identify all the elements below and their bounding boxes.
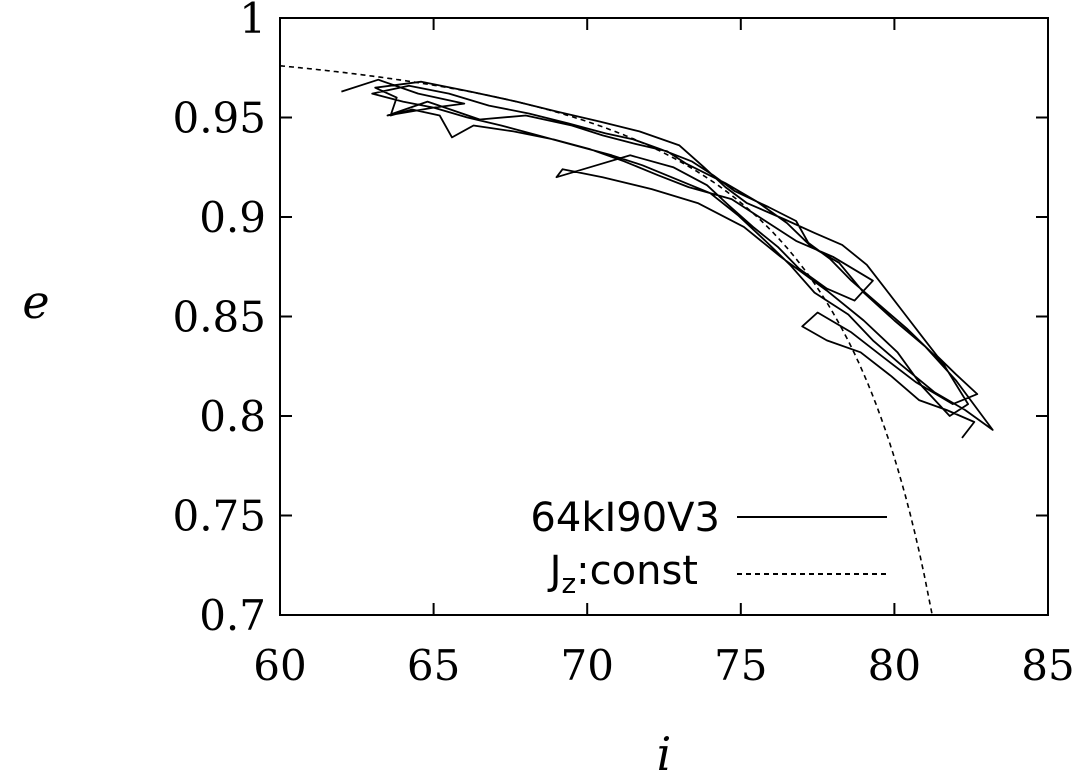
x-tick-label: 85 <box>1021 641 1074 690</box>
y-tick-label: 0.85 <box>172 293 266 342</box>
x-tick-label: 60 <box>253 641 306 690</box>
series-layer <box>280 65 994 615</box>
legend-label-jz-main: J <box>547 548 562 594</box>
x-tick-label: 80 <box>868 641 921 690</box>
series-jz-const-line <box>280 65 933 615</box>
y-axis-label: e <box>22 275 49 329</box>
legend-label-jz-sub: z <box>561 567 576 600</box>
y-tick-label: 0.7 <box>199 591 266 640</box>
legend: 64kI90V3 Jz:const <box>530 495 887 600</box>
x-axis-label: i <box>657 727 672 781</box>
y-tick-label: 0.95 <box>172 94 266 143</box>
x-tick-label: 75 <box>714 641 767 690</box>
series-64kI90V3-line <box>341 78 994 439</box>
y-tick-label: 0.9 <box>199 193 266 242</box>
x-axis: 60 65 70 75 80 85 <box>253 18 1075 690</box>
y-tick-label: 0.8 <box>199 392 266 441</box>
y-tick-label: 1 <box>239 0 266 43</box>
x-tick-label: 65 <box>407 641 460 690</box>
y-axis: 0.7 0.75 0.8 0.85 0.9 0.95 1 <box>172 0 1048 640</box>
legend-label-jz-rest: :const <box>576 548 698 594</box>
y-tick-label: 0.75 <box>172 492 266 541</box>
legend-label-jz-const: Jz:const <box>547 548 698 600</box>
x-tick-label: 70 <box>560 641 613 690</box>
legend-label-64kI90V3: 64kI90V3 <box>530 495 720 541</box>
